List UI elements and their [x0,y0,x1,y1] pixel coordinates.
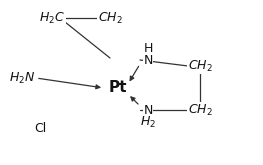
Text: Pt: Pt [109,81,127,96]
Text: $CH_2$: $CH_2$ [188,58,212,74]
Text: N: N [143,103,153,116]
Text: H: H [143,42,153,54]
Text: $H_2$: $H_2$ [140,115,156,130]
Text: $CH_2$: $CH_2$ [98,10,122,26]
Text: $H_2N$: $H_2N$ [9,70,35,85]
Text: Cl: Cl [34,121,46,134]
Text: $CH_2$: $CH_2$ [188,102,212,117]
Text: N: N [143,53,153,66]
Text: $H_2C$: $H_2C$ [39,10,65,26]
